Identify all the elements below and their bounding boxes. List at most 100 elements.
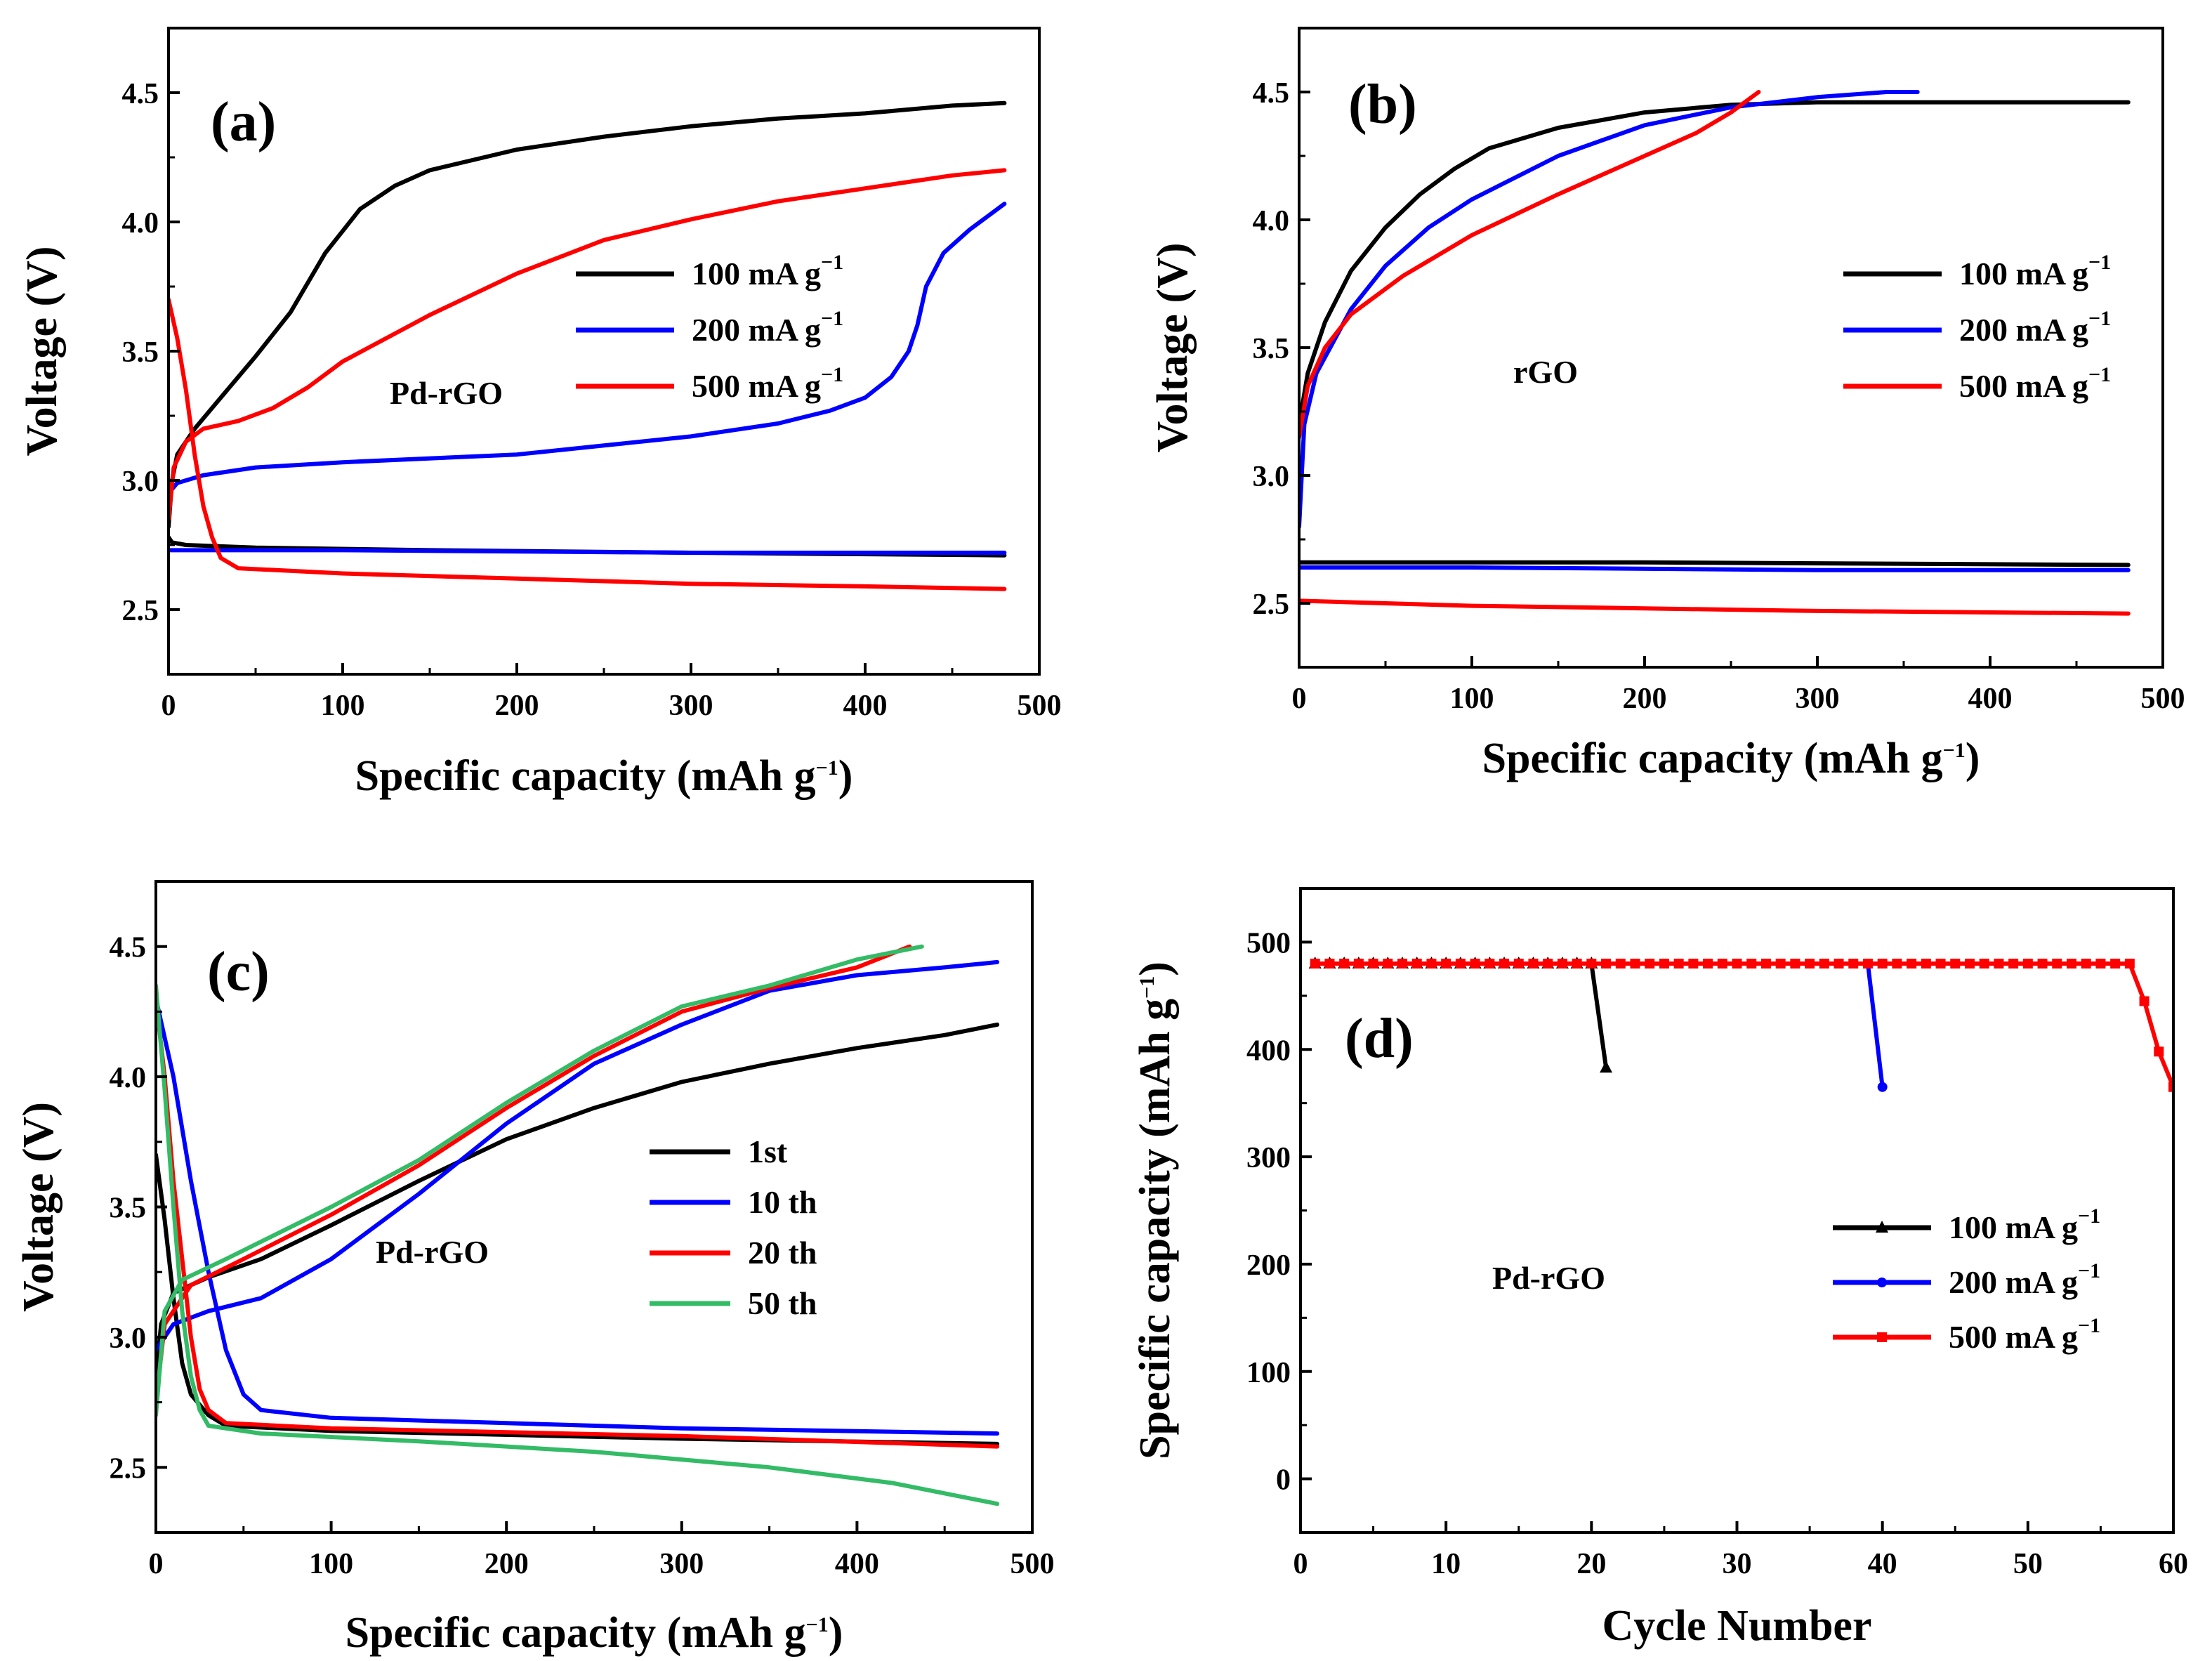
- data-point-d-2-2: [1339, 958, 1350, 969]
- data-point-d-2-11: [1470, 958, 1480, 969]
- y-tick-label-b-4: 4.5: [1253, 77, 1290, 110]
- legend-b: 100 mA g−1 200 mA g−1 500 mA g−1: [1843, 251, 2111, 404]
- panel-label-a: (a): [211, 91, 276, 153]
- legend-marker-d-1: [1877, 1278, 1887, 1287]
- legend-d: 100 mA g−1 200 mA g−1 500 mA g−1: [1833, 1204, 2100, 1355]
- data-point-d-2-23: [1645, 958, 1655, 969]
- chart-panel-a: 0 100 200 300 400 500 2.5 3.0 3.5 4.0 4.5 Specific …: [18, 27, 1062, 800]
- series-line-d-2-0: [1312, 961, 2173, 1089]
- data-point-d-2-32: [1775, 958, 1786, 969]
- series-line-b-2-0: [1299, 90, 1761, 440]
- x-tick-label-c-0: 0: [149, 1548, 164, 1580]
- data-point-d-2-15: [1528, 958, 1539, 969]
- data-point-d-2-53: [2081, 958, 2091, 969]
- x-tick-label-d-1: 10: [1431, 1548, 1461, 1580]
- legend-label-c-3: 50 th: [748, 1285, 817, 1321]
- data-point-d-2-25: [1673, 958, 1684, 969]
- y-tick-label-b-1: 3.0: [1253, 461, 1290, 493]
- data-point-d-1-9: [1877, 1082, 1888, 1092]
- annotation-d: Pd-rGO: [1492, 1260, 1605, 1296]
- data-point-d-2-12: [1484, 958, 1495, 969]
- data-point-d-2-18: [1572, 958, 1582, 969]
- annotation-b: rGO: [1513, 354, 1578, 390]
- series-line-b-2-1: [1299, 598, 2131, 616]
- data-point-d-2-1: [1324, 958, 1335, 969]
- data-point-d-2-31: [1760, 958, 1771, 969]
- series-line-b-1-1: [1299, 565, 2131, 572]
- data-point-d-2-22: [1630, 958, 1640, 969]
- panel-label-b: (b): [1348, 74, 1417, 136]
- x-tick-label-d-3: 30: [1723, 1548, 1752, 1580]
- plot-area-c: [156, 944, 1000, 1506]
- y-tick-label-d-2: 200: [1246, 1249, 1291, 1282]
- data-point-d-2-13: [1499, 958, 1510, 969]
- y-tick-label-d-0: 0: [1276, 1464, 1291, 1497]
- y-tick-label-a-2: 3.5: [122, 336, 159, 369]
- x-tick-label-b-5: 500: [2141, 683, 2185, 715]
- x-tick-label-a-0: 0: [162, 690, 176, 722]
- y-tick-label-d-4: 400: [1246, 1035, 1291, 1067]
- x-tick-label-d-6: 60: [2159, 1548, 2188, 1580]
- data-point-d-2-55: [2110, 958, 2121, 969]
- plot-area-d: [1308, 956, 2173, 1092]
- series-line-c-1-0: [156, 959, 1000, 1353]
- data-point-d-2-28: [1717, 958, 1727, 969]
- x-tick-label-b-4: 400: [1968, 683, 2013, 715]
- x-tick-label-b-0: 0: [1292, 683, 1307, 715]
- series-line-b-0-0: [1299, 100, 2131, 427]
- data-point-d-2-43: [1935, 958, 1946, 969]
- x-tick-label-c-4: 400: [835, 1548, 879, 1580]
- data-point-d-2-3: [1353, 958, 1364, 969]
- x-axis-title-a: Specific capacity (mAh g−1): [355, 752, 853, 800]
- data-point-d-0-20: [1600, 1061, 1613, 1073]
- data-point-d-2-7: [1411, 958, 1422, 969]
- x-tick-label-d-5: 50: [2013, 1548, 2043, 1580]
- data-point-d-2-26: [1688, 958, 1699, 969]
- data-point-d-2-14: [1513, 958, 1524, 969]
- x-tick-label-b-1: 100: [1450, 683, 1494, 715]
- data-point-d-2-39: [1877, 958, 1888, 969]
- data-point-d-2-4: [1368, 958, 1378, 969]
- data-point-d-2-38: [1862, 958, 1873, 969]
- x-tick-label-a-2: 200: [495, 690, 539, 722]
- data-point-d-2-49: [2022, 958, 2033, 969]
- data-point-d-2-42: [1921, 958, 1931, 969]
- data-point-d-2-5: [1383, 958, 1393, 969]
- data-point-d-2-36: [1834, 958, 1844, 969]
- data-point-d-2-50: [2037, 958, 2048, 969]
- legend-label-b-1: 200 mA g−1: [1959, 307, 2111, 348]
- y-tick-label-d-1: 100: [1246, 1357, 1291, 1389]
- series-line-c-0-1: [156, 1153, 1000, 1446]
- series-line-b-1-0: [1299, 90, 1920, 529]
- data-point-d-2-27: [1703, 958, 1713, 969]
- legend-label-c-0: 1st: [748, 1134, 788, 1169]
- x-tick-label-d-4: 40: [1868, 1548, 1897, 1580]
- data-point-d-2-8: [1426, 958, 1437, 969]
- data-point-d-2-57: [2139, 996, 2150, 1006]
- series-line-b-0-1: [1299, 560, 2131, 567]
- plot-area-a: [169, 100, 1007, 591]
- x-tick-label-c-5: 500: [1010, 1548, 1055, 1580]
- data-point-d-2-45: [1964, 958, 1975, 969]
- legend-a: 100 mA g−1 200 mA g−1 500 mA g−1: [576, 251, 843, 404]
- series-line-a-2-0: [169, 168, 1007, 522]
- panel-label-d: (d): [1345, 1008, 1414, 1070]
- data-point-d-2-24: [1659, 958, 1669, 969]
- legend-marker-d-2: [1877, 1332, 1887, 1342]
- plot-area-b: [1299, 90, 2131, 616]
- x-axis-title-b: Specific capacity (mAh g−1): [1482, 735, 1980, 782]
- y-tick-label-b-0: 2.5: [1253, 589, 1290, 621]
- series-line-c-2-0: [156, 944, 912, 1405]
- y-axis-title-d: Specific capacity (mAh g−1): [1131, 961, 1179, 1459]
- data-point-d-2-21: [1615, 958, 1626, 969]
- legend-label-b-2: 500 mA g−1: [1959, 363, 2111, 404]
- y-tick-label-c-2: 3.5: [110, 1193, 147, 1225]
- y-tick-label-a-3: 4.0: [122, 207, 159, 239]
- data-point-d-2-20: [1601, 958, 1612, 969]
- y-tick-label-c-4: 4.5: [110, 932, 147, 964]
- y-tick-label-c-1: 3.0: [110, 1322, 147, 1355]
- legend-label-d-0: 100 mA g−1: [1949, 1204, 2100, 1245]
- data-point-d-2-54: [2095, 958, 2106, 969]
- data-point-d-2-29: [1732, 958, 1742, 969]
- x-axis-title-d: Cycle Number: [1602, 1602, 1872, 1650]
